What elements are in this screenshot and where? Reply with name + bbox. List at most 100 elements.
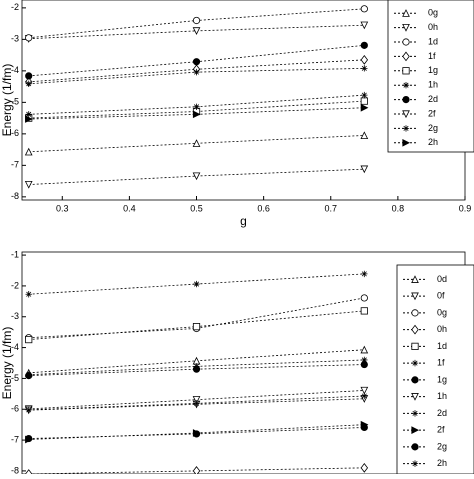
marker bbox=[193, 280, 200, 288]
legend-label: 2g bbox=[428, 123, 438, 133]
y-axis-label: Energy (1/fm) bbox=[0, 64, 14, 137]
legend-label: 0f bbox=[437, 291, 445, 301]
marker bbox=[360, 21, 369, 30]
legend-label: 2h bbox=[428, 137, 438, 147]
marker bbox=[25, 291, 32, 298]
marker bbox=[192, 139, 201, 147]
marker bbox=[360, 360, 368, 369]
marker bbox=[193, 400, 200, 407]
legend-label: 1f bbox=[437, 358, 445, 368]
marker bbox=[411, 275, 419, 283]
legend-label: 2g bbox=[437, 441, 447, 451]
legend-label: 0d bbox=[437, 274, 447, 284]
marker bbox=[411, 292, 419, 301]
marker bbox=[360, 423, 368, 432]
x-tick-label: 0.8 bbox=[392, 203, 405, 213]
legend-label: 1h bbox=[437, 391, 447, 401]
y-tick-label: -4 bbox=[11, 65, 19, 75]
legend bbox=[387, 0, 474, 153]
marker bbox=[25, 34, 33, 42]
marker bbox=[361, 65, 368, 72]
marker bbox=[360, 103, 369, 112]
x-tick-label: 0.5 bbox=[190, 203, 203, 213]
marker bbox=[25, 72, 33, 80]
marker bbox=[192, 323, 201, 331]
legend-label: 1d bbox=[428, 36, 438, 46]
marker bbox=[402, 110, 410, 119]
legend-label: 1h bbox=[428, 80, 438, 90]
legend-label: 0h bbox=[428, 22, 438, 32]
marker bbox=[411, 460, 419, 467]
marker bbox=[360, 345, 369, 354]
marker bbox=[402, 38, 410, 46]
marker bbox=[192, 27, 201, 35]
x-tick-label: 0.3 bbox=[56, 203, 69, 213]
marker bbox=[411, 342, 419, 350]
marker bbox=[25, 111, 32, 118]
y-axis-label: Energy (1/fm) bbox=[0, 327, 14, 400]
y-tick-label: -8 bbox=[11, 191, 19, 201]
marker bbox=[402, 125, 410, 132]
marker bbox=[25, 469, 33, 479]
marker bbox=[360, 41, 368, 49]
legend-label: 1d bbox=[437, 341, 447, 351]
marker bbox=[411, 443, 419, 451]
y-tick-label: -6 bbox=[11, 404, 19, 414]
legend-label: 2d bbox=[437, 408, 447, 418]
y-tick-label: -5 bbox=[11, 373, 19, 383]
marker bbox=[361, 392, 368, 400]
marker bbox=[411, 393, 419, 401]
marker bbox=[361, 270, 368, 278]
legend-label: 1f bbox=[428, 51, 436, 61]
y-tick-label: -4 bbox=[11, 342, 19, 352]
marker bbox=[360, 386, 369, 395]
x-axis-label: g bbox=[240, 214, 247, 228]
marker bbox=[402, 23, 410, 32]
marker bbox=[411, 410, 419, 417]
marker bbox=[360, 97, 368, 105]
y-tick-label: -1 bbox=[11, 249, 19, 259]
marker bbox=[402, 82, 410, 89]
marker bbox=[411, 376, 419, 384]
marker bbox=[24, 180, 33, 189]
series-line bbox=[28, 94, 365, 115]
marker bbox=[25, 335, 33, 344]
marker bbox=[411, 324, 419, 335]
marker bbox=[25, 434, 33, 443]
marker bbox=[411, 359, 419, 367]
x-tick-label: 0.4 bbox=[123, 203, 136, 213]
marker bbox=[360, 5, 368, 13]
x-tick-label: 0.9 bbox=[459, 203, 472, 213]
marker bbox=[25, 115, 33, 123]
marker bbox=[192, 466, 201, 476]
marker bbox=[411, 309, 419, 317]
series-line bbox=[28, 100, 365, 119]
y-tick-label: -2 bbox=[11, 280, 19, 290]
marker bbox=[402, 67, 410, 75]
y-tick-label: -8 bbox=[11, 465, 19, 474]
y-tick-label: -3 bbox=[11, 311, 19, 321]
marker bbox=[402, 138, 411, 147]
marker bbox=[360, 165, 369, 174]
legend-label: 2d bbox=[428, 94, 438, 104]
marker bbox=[360, 307, 368, 315]
marker bbox=[24, 147, 33, 156]
legend-label: 2f bbox=[437, 425, 445, 435]
marker bbox=[192, 172, 201, 181]
marker bbox=[411, 426, 420, 434]
legend-label: 0h bbox=[437, 324, 447, 334]
marker bbox=[360, 131, 369, 140]
x-tick-label: 0.6 bbox=[257, 203, 270, 213]
marker bbox=[193, 103, 200, 110]
marker bbox=[360, 462, 369, 473]
marker bbox=[361, 356, 368, 364]
marker bbox=[192, 58, 201, 66]
y-tick-label: -5 bbox=[11, 97, 19, 107]
legend-label: 1g bbox=[428, 65, 438, 75]
marker bbox=[360, 294, 368, 302]
y-tick-label: -3 bbox=[11, 34, 19, 44]
x-tick-label: 0.7 bbox=[324, 203, 337, 213]
legend bbox=[396, 264, 474, 475]
legend-label: 1g bbox=[437, 374, 447, 384]
